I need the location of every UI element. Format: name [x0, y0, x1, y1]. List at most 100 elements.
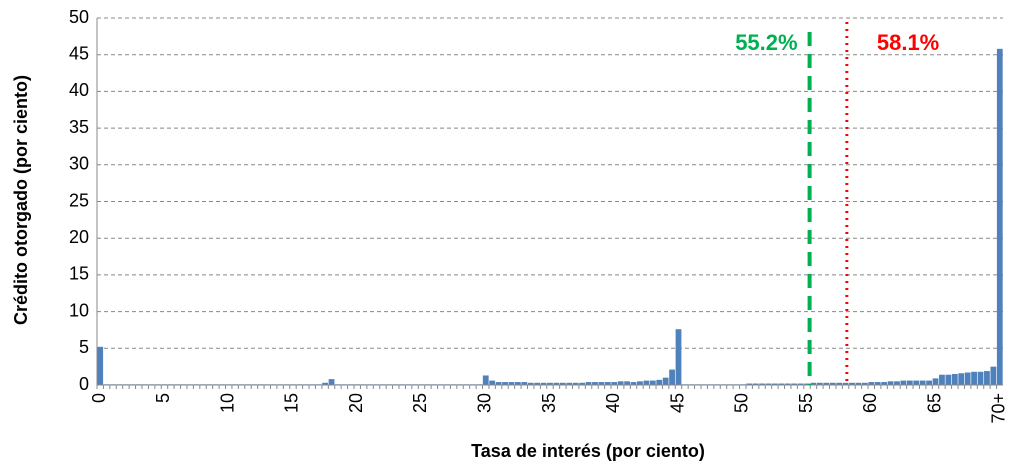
bar: [842, 382, 849, 385]
bar: [874, 382, 881, 385]
y-tick-label: 0: [79, 374, 89, 394]
x-tick-label: 5: [153, 393, 173, 403]
x-tick-label: 20: [346, 393, 366, 413]
bar: [810, 382, 817, 385]
bar: [643, 380, 650, 385]
bar: [540, 382, 547, 385]
bar: [662, 377, 669, 385]
bar: [919, 380, 926, 385]
y-tick-label: 20: [69, 227, 89, 247]
y-tick-label: 15: [69, 264, 89, 284]
bar: [900, 380, 907, 385]
bar: [617, 381, 624, 385]
bar: [759, 383, 765, 385]
x-tick-label: 30: [474, 393, 494, 413]
bar: [784, 383, 791, 385]
annotation-label: 58.1%: [877, 30, 939, 55]
bar: [797, 383, 804, 385]
y-tick-label: 40: [69, 80, 89, 100]
bar: [855, 382, 862, 385]
bar: [559, 382, 566, 385]
bar: [778, 383, 785, 385]
bar: [566, 382, 573, 385]
bar: [592, 382, 598, 385]
x-tick-label: 65: [924, 393, 944, 413]
bar: [669, 369, 675, 385]
bar: [502, 382, 508, 385]
bar: [913, 380, 920, 385]
bar: [637, 381, 643, 385]
bar: [868, 382, 875, 385]
bar: [604, 382, 611, 385]
bar: [675, 329, 682, 385]
y-tick-label: 30: [69, 154, 89, 174]
bar: [649, 380, 656, 385]
bar: [765, 383, 772, 385]
y-tick-label: 25: [69, 190, 89, 210]
x-tick-label: 15: [282, 393, 302, 413]
bar: [534, 382, 541, 385]
y-tick-label: 10: [69, 300, 89, 320]
bar: [598, 382, 605, 385]
bar: [887, 381, 894, 385]
bar: [553, 382, 560, 385]
bar: [945, 374, 952, 385]
bar: [752, 383, 759, 385]
bar: [547, 382, 553, 385]
bar: [521, 382, 528, 385]
x-tick-label: 50: [732, 393, 752, 413]
y-tick-label: 35: [69, 117, 89, 137]
bar: [585, 382, 592, 385]
x-tick-label: 10: [217, 393, 237, 413]
bar: [508, 382, 515, 385]
bar: [514, 382, 521, 385]
bar: [495, 382, 502, 385]
bar: [489, 380, 496, 385]
x-tick-label: 55: [796, 393, 816, 413]
bar: [881, 382, 888, 385]
bar: [630, 382, 637, 385]
y-tick-label: 45: [69, 43, 89, 63]
bar: [836, 382, 843, 385]
bar: [861, 382, 868, 385]
bar: [482, 375, 489, 385]
bar: [624, 381, 630, 385]
x-tick-label: 45: [667, 393, 687, 413]
bar: [527, 382, 534, 385]
bar: [971, 371, 977, 385]
bar: [816, 382, 823, 385]
bar: [791, 383, 798, 385]
x-tick-label: 35: [539, 393, 559, 413]
bar: [926, 380, 932, 385]
y-tick-label: 5: [79, 337, 89, 357]
annotation-label: 55.2%: [735, 30, 797, 55]
bar: [958, 373, 965, 385]
bar: [746, 383, 753, 385]
bar: [611, 382, 618, 385]
x-axis-title: Tasa de interés (por ciento): [471, 441, 705, 461]
x-tick-label: 70+: [989, 393, 1009, 424]
bar: [984, 371, 990, 385]
bar: [894, 381, 900, 385]
bar: [977, 371, 984, 385]
bar: [829, 382, 836, 385]
x-tick-label: 40: [603, 393, 623, 413]
bar: [906, 380, 913, 385]
bar: [964, 372, 971, 385]
x-tick-label: 60: [860, 393, 880, 413]
bar: [823, 382, 830, 385]
bar: [97, 346, 104, 385]
bar: [656, 379, 663, 385]
y-tick-label: 50: [69, 7, 89, 27]
bar: [572, 382, 579, 385]
bar: [579, 382, 586, 385]
bar: [849, 382, 855, 385]
x-tick-label: 0: [89, 393, 109, 403]
bar: [996, 48, 1003, 385]
bar: [328, 379, 335, 385]
bar: [804, 383, 810, 385]
bar: [772, 383, 778, 385]
bar: [932, 378, 939, 385]
y-axis-title: Crédito otorgado (por ciento): [11, 75, 31, 325]
